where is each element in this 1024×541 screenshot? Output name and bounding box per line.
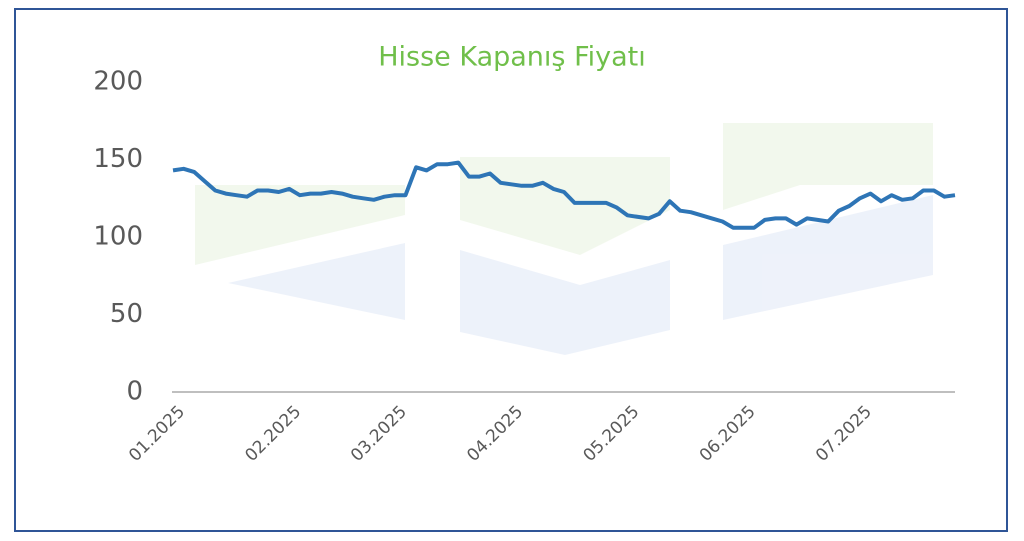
y-tick-label: 100 <box>93 222 143 252</box>
y-tick-label: 200 <box>93 67 143 97</box>
y-tick-label: 150 <box>93 144 143 174</box>
y-tick-label: 50 <box>110 299 143 329</box>
price-line <box>172 160 956 230</box>
y-tick-label: 0 <box>126 377 143 407</box>
chart-title: Hisse Kapanış Fiyatı <box>378 42 646 73</box>
watermark <box>195 123 933 355</box>
